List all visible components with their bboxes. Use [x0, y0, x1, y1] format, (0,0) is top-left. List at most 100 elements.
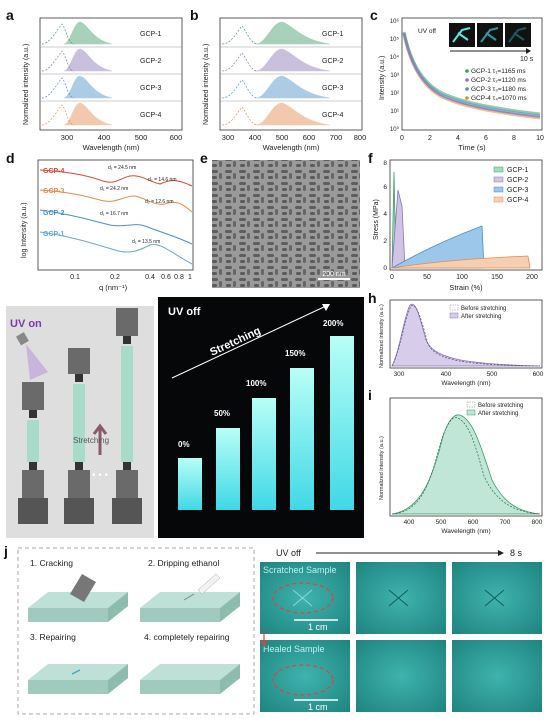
panel-i-after-curve	[391, 414, 541, 515]
panel-i-legend: After stretching	[478, 411, 518, 417]
panel-d-row-label: GCP-2	[43, 210, 65, 217]
panel-letter-b: b	[190, 7, 199, 23]
panel-c-ytick: 10³	[390, 73, 399, 79]
panel-b-ylabel: Normalized intensity (a.u.)	[203, 44, 210, 125]
panel-b-xtick: 400	[249, 133, 262, 142]
panel-j-photo-scratched-1	[260, 562, 350, 634]
panel-d-xlabel: q (nm⁻¹)	[99, 283, 128, 292]
panel-c-ytick: 10⁵	[390, 36, 400, 43]
panel-j-arrowhead	[498, 550, 504, 556]
panel-b-xtick: 700	[330, 133, 343, 142]
panel-j-scalebar-label: 1 cm	[308, 702, 328, 712]
panel-a-row-label: GCP-1	[140, 31, 162, 38]
scratch-marks	[292, 589, 313, 607]
panel-b-xtick: 500	[276, 133, 289, 142]
panel-h-ylabel: Normalized intensity (a.u.)	[379, 304, 385, 368]
panel-j-photo-scratched-3	[452, 562, 542, 634]
panel-j: j 1. Cracking 2. Dripping ethanol 3. Rep…	[3, 543, 542, 715]
panel-d-xtick: 0.8	[174, 274, 184, 281]
panel-c-ytick: 10¹	[390, 109, 399, 115]
panel-b-excitation-curve	[221, 106, 259, 126]
panel-j-time: 8 s	[510, 548, 523, 558]
clamp-middle	[64, 348, 94, 524]
panel-j-healed-circle	[272, 664, 334, 696]
panel-c-frame	[401, 17, 543, 131]
panel-letter-f: f	[368, 150, 373, 166]
panel-d-annotation: d₁ = 24.2 nm	[100, 186, 128, 192]
panel-d-annotation: d₂ = 14.6 nm	[148, 177, 177, 183]
panel-f-legend: GCP-1	[507, 167, 529, 174]
panel-d-row-label: GCP-4	[43, 168, 65, 175]
panel-a-row-label: GCP-3	[140, 85, 162, 92]
panel-j-step: 4. completely repairing	[144, 632, 230, 642]
panel-h-legend: After stretching	[461, 314, 501, 320]
panel-c-glow-strip	[508, 27, 527, 43]
panel-a-row-label: GCP-2	[140, 58, 162, 65]
panel-h-xtick: 600	[533, 371, 544, 378]
panel-d-xtick: 0.6	[161, 274, 171, 281]
panel-h-xtick: 400	[441, 371, 452, 378]
panel-b-row-label: GCP-3	[322, 85, 344, 92]
panel-c-xtick: 4	[456, 135, 460, 142]
panel-h-frame	[389, 299, 543, 369]
panel-i-legend: Before stretching	[478, 403, 523, 409]
panel-a-xlabel: Wavelength (nm)	[83, 143, 140, 152]
panel-j-uv-off: UV off	[276, 548, 301, 558]
panel-f-legend: GCP-3	[507, 187, 529, 194]
panel-d-row-label: GCP-3	[43, 188, 65, 195]
panel-b-emission-curve	[255, 75, 331, 99]
panel-c-ytick: 10⁶	[390, 18, 400, 25]
panel-d-ylabel: log Intensity (a.u.)	[21, 202, 28, 258]
panel-a-excitation-curve	[41, 77, 75, 99]
clamp-right	[112, 308, 142, 524]
panel-f-xtick: 150	[491, 274, 503, 281]
panel-f-legend: GCP-2	[507, 177, 529, 184]
panel-b-xtick: 600	[303, 133, 316, 142]
panel-c-legend: GCP-3 τ₃=1180 ms	[471, 86, 527, 93]
panel-f-curve-gcp4	[391, 255, 531, 269]
panel-c-decay-curves	[402, 31, 541, 120]
panel-a-excitation-curve	[41, 104, 75, 126]
panel-f-xtick: 100	[456, 274, 468, 281]
panel-d-xtick: 1	[188, 274, 192, 281]
panel-g-uv-off: UV off	[168, 306, 201, 318]
panel-h-legend: Before stretching	[461, 306, 506, 312]
panel-a-xtick: 300	[61, 133, 74, 142]
panel-b-emission-curve	[255, 48, 331, 72]
panel-a-xtick: 600	[170, 133, 183, 142]
panel-a-emission-curve	[63, 102, 113, 126]
panel-c-ylabel: Intensity (a.u.)	[379, 56, 386, 100]
panel-i-xtick: 700	[500, 519, 511, 526]
panel-b-xlabel: Wavelength (nm)	[263, 143, 320, 152]
panel-a-excitation-curve	[41, 50, 75, 72]
panel-g-luminescent-strip	[252, 398, 276, 510]
panel-b-excitation-curve	[221, 25, 259, 45]
panel-c-time: 10 s	[520, 56, 534, 63]
panel-f-xtick: 50	[423, 274, 431, 281]
panel-a-excitation-curve	[41, 23, 75, 45]
panel-c-uv-off: UV off	[418, 28, 436, 35]
panel-b: b Normalized intensity (a.u.) Wavelength…	[190, 7, 366, 152]
panel-c-xtick: 10	[536, 135, 544, 142]
panel-j-scratched-label: Scratched Sample	[263, 565, 337, 575]
panel-g-luminescent-strip	[290, 368, 314, 510]
panel-letter-h: h	[368, 290, 377, 306]
panel-d-xtick: 0.4	[145, 274, 155, 281]
panel-g-strain-label: 200%	[323, 319, 343, 328]
panel-f-ytick: 4	[383, 211, 387, 218]
panel-g-strain-label: 50%	[214, 409, 230, 418]
panel-e-scalebar-label: 200 nm	[322, 271, 346, 278]
slab-dripping	[140, 573, 240, 622]
panel-b-row-label: GCP-2	[322, 58, 344, 65]
panel-g-luminescent-strip	[216, 428, 240, 510]
panel-b-xtick: 300	[222, 133, 235, 142]
panel-j-down-arrow	[260, 630, 268, 648]
panel-c-xtick: 2	[428, 135, 432, 142]
panel-letter-c: c	[370, 7, 378, 23]
panel-j-photo-healed-2	[356, 640, 446, 712]
panel-j-schematic-box	[17, 547, 255, 715]
panel-b-emission-curve	[255, 102, 331, 126]
panel-f-xtick: 0	[390, 274, 394, 281]
panel-letter-j: j	[3, 543, 8, 559]
panel-e-tem-image	[212, 160, 360, 288]
